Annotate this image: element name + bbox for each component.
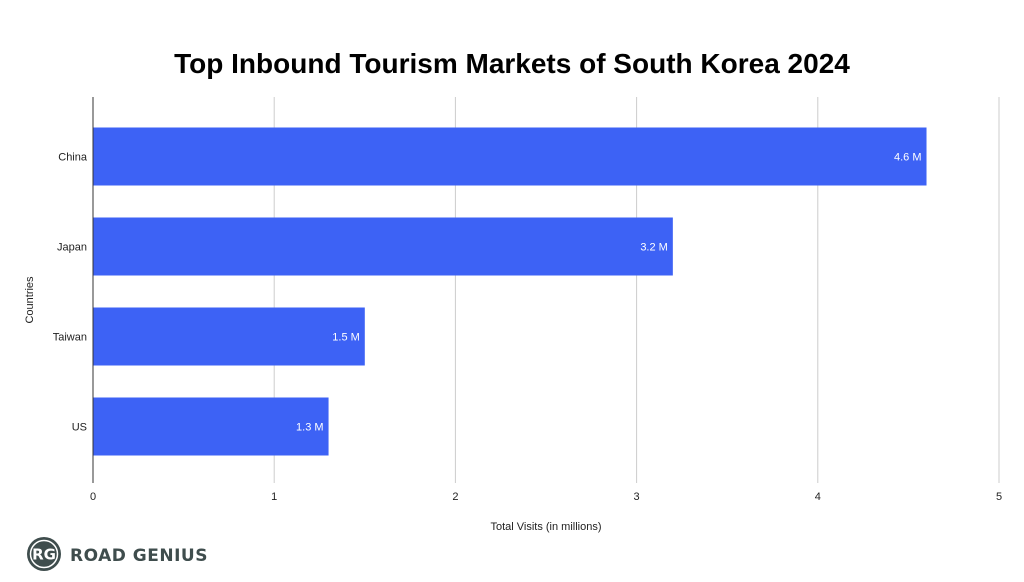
bar-japan (93, 217, 673, 276)
logo-badge (27, 537, 61, 571)
x-axis-title: Total Visits (in millions) (490, 521, 601, 533)
x-tick-labels: 0 1 2 3 4 5 (90, 491, 1002, 503)
y-axis-title: Countries (24, 276, 36, 324)
bar-taiwan (93, 307, 365, 366)
chart-title: Top Inbound Tourism Markets of South Kor… (174, 48, 850, 79)
data-label: 1.5 M (332, 332, 360, 344)
brand-name: ROAD GENIUS (70, 546, 208, 566)
bar-china (93, 127, 927, 186)
x-tick-label: 3 (634, 491, 640, 503)
logo-monogram: RG (32, 546, 56, 564)
y-tick-label: China (58, 152, 88, 164)
x-tick-label: 2 (452, 491, 458, 503)
data-label: 1.3 M (296, 422, 324, 434)
bars (93, 127, 927, 456)
y-tick-label: Taiwan (53, 332, 87, 344)
data-label: 3.2 M (640, 242, 668, 254)
x-tick-label: 1 (271, 491, 277, 503)
logo-badge-ring (29, 539, 59, 569)
x-tick-label: 4 (815, 491, 821, 503)
y-tick-label: Japan (57, 242, 87, 254)
y-tick-label: US (72, 422, 87, 434)
road-genius-logo-icon: RG (27, 537, 61, 571)
data-label: 4.6 M (894, 152, 922, 164)
x-tick-label: 0 (90, 491, 96, 503)
bar-us (93, 397, 329, 456)
x-tick-label: 5 (996, 491, 1002, 503)
brand-logo: RG ROAD GENIUS (27, 537, 208, 571)
data-labels: 4.6 M 3.2 M 1.5 M 1.3 M (296, 152, 921, 434)
y-tick-labels: China Japan Taiwan US (53, 152, 88, 434)
